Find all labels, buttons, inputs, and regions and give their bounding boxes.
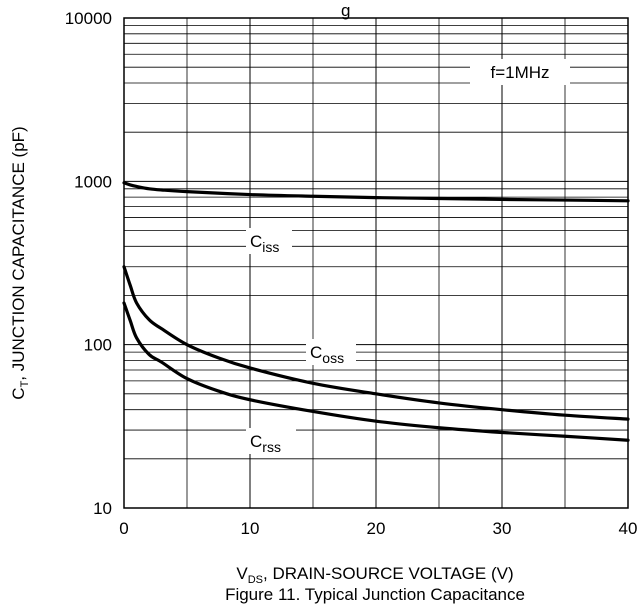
series-crss-line xyxy=(122,301,630,442)
plot-frame xyxy=(123,17,629,509)
series-coss-label-bg xyxy=(306,339,356,365)
x-tick-labels: 0 10 20 30 40 xyxy=(119,519,637,538)
y-tick-label: 100 xyxy=(84,336,112,355)
series-coss-line xyxy=(122,265,630,421)
x-tick-label: 10 xyxy=(241,519,260,538)
y-tick-label: 10000 xyxy=(65,9,112,28)
series-coss-label: Coss xyxy=(310,343,344,366)
x-tick-label: 30 xyxy=(493,519,512,538)
y-tick-label: 1000 xyxy=(74,172,112,191)
series-ciss-label: Ciss xyxy=(250,232,279,255)
top-text-fragment: g xyxy=(341,1,350,20)
series-labels: Ciss Coss Crss xyxy=(246,228,356,455)
grid-major xyxy=(124,18,628,508)
series-ciss-line xyxy=(122,181,630,203)
series-layer xyxy=(122,181,630,442)
series-crss-label: Crss xyxy=(250,432,281,455)
figure-caption: Figure 11. Typical Junction Capacitance xyxy=(225,585,525,604)
series-ciss-label-bg xyxy=(246,228,292,254)
frequency-annotation: f=1MHz xyxy=(490,63,549,82)
x-tick-label: 40 xyxy=(619,519,638,538)
x-axis-title: VDS, DRAIN-SOURCE VOLTAGE (V) xyxy=(236,564,513,586)
y-tick-label: 10 xyxy=(93,499,112,518)
series-crss-label-bg xyxy=(246,428,296,454)
y-tick-labels: 10 100 1000 10000 xyxy=(65,9,112,518)
annotation-background xyxy=(470,59,570,85)
y-axis-title: CT, JUNCTION CAPACITANCE (pF) xyxy=(9,126,31,399)
x-tick-label: 20 xyxy=(367,519,386,538)
x-tick-label: 0 xyxy=(119,519,128,538)
